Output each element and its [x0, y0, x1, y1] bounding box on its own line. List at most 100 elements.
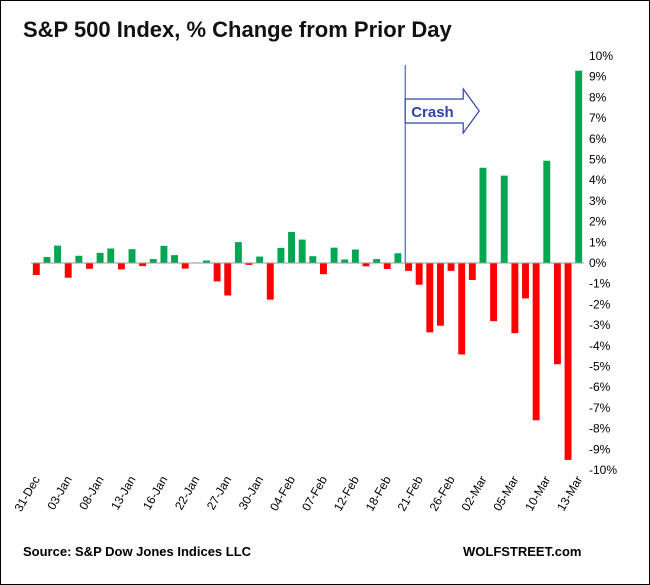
bar-27 [320, 263, 327, 275]
y-tick-label: -5% [589, 360, 611, 374]
crash-arrow [404, 87, 480, 135]
y-axis: 10% 9% 8% 7% 6% 5% 4% 3% 2% 1% 0% -1% -2% -3% -4% -5% -6… [589, 49, 617, 477]
y-tick-label: 10% [589, 49, 613, 63]
bar-17 [213, 263, 221, 282]
y-tick-label: -1% [589, 277, 611, 291]
bar-35 [405, 263, 412, 271]
y-tick-label: 2% [589, 215, 607, 229]
chart-title: S&P 500 Index, % Change from Prior Day [23, 17, 452, 42]
bar-11 [149, 259, 157, 263]
x-tick-label: 18-Feb [363, 473, 394, 513]
bar-32 [373, 259, 381, 263]
bar-1 [43, 257, 51, 263]
bar-33 [383, 263, 391, 269]
x-tick-label: 10-Mar [522, 474, 553, 514]
source-note: Source: S&P Dow Jones Indices LLC [23, 544, 252, 559]
bar-14 [181, 263, 189, 269]
bar-8 [117, 263, 125, 270]
bar-42 [479, 167, 487, 263]
bar-41 [468, 263, 476, 280]
x-tick-label: 03-Jan [44, 474, 74, 513]
bar-0 [32, 263, 40, 276]
bar-23 [277, 247, 285, 263]
y-tick-label: 5% [589, 153, 607, 167]
x-tick-label: 12-Feb [331, 473, 362, 513]
y-tick-label: 9% [589, 70, 607, 84]
bar-5 [86, 263, 93, 269]
bar-38 [436, 263, 444, 326]
bar-24 [288, 231, 295, 263]
y-tick-label: 0% [589, 256, 607, 270]
y-tick-label: -2% [589, 297, 611, 311]
bar-13 [171, 255, 179, 263]
x-tick-label: 22-Jan [172, 474, 202, 513]
x-tick-label: 21-Feb [395, 473, 426, 513]
bars-group [32, 70, 583, 460]
y-tick-label: -10% [589, 463, 617, 477]
x-axis: 31-Dec 03-Jan 08-Jan 13-Jan 16-Jan 22-Jan 27-J… [11, 473, 585, 514]
bar-9 [128, 249, 136, 263]
bar-29 [341, 259, 349, 263]
x-tick-label: 27-Jan [204, 474, 234, 513]
y-tick-label: 8% [589, 90, 607, 104]
x-tick-label: 07-Feb [299, 473, 330, 513]
bar-21 [256, 256, 264, 263]
y-tick-label: 1% [589, 235, 607, 249]
x-tick-label: 05-Mar [490, 474, 521, 514]
y-tick-label: -4% [589, 339, 611, 353]
x-tick-label: 04-Feb [267, 473, 298, 513]
y-tick-label: 3% [589, 194, 607, 208]
bar-46 [522, 263, 529, 299]
bar-30 [351, 249, 359, 263]
bar-3 [64, 263, 72, 278]
bar-7 [107, 248, 115, 263]
bar-47 [532, 263, 540, 421]
x-tick-label: 31-Dec [11, 474, 42, 515]
y-tick-label: -3% [589, 318, 611, 332]
bar-49 [553, 263, 561, 365]
crash-annotation: Crash [404, 65, 480, 263]
bar-28 [330, 247, 338, 263]
bar-25 [298, 239, 306, 263]
bar-34 [394, 253, 402, 263]
bar-26 [309, 256, 317, 263]
x-tick-label: 26-Feb [427, 473, 458, 513]
y-tick-label: -9% [589, 442, 611, 456]
bar-40 [458, 263, 466, 355]
bar-44 [500, 175, 508, 263]
brand-mark: WOLFSTREET.com [463, 544, 582, 559]
x-tick-label: 13-Mar [554, 474, 585, 514]
bar-22 [266, 263, 274, 300]
crash-label: Crash [411, 104, 454, 121]
x-tick-label: 02-Mar [458, 474, 489, 514]
y-tick-label: 4% [589, 173, 607, 187]
bar-2 [54, 245, 62, 263]
y-tick-label: -6% [589, 380, 611, 394]
y-tick-label: -8% [589, 422, 611, 436]
y-tick-label: 7% [589, 111, 607, 125]
bar-36 [415, 263, 423, 285]
bar-43 [490, 263, 498, 322]
bar-20 [245, 263, 253, 265]
bar-50 [564, 263, 572, 460]
bar-19 [234, 242, 242, 263]
bar-12 [160, 245, 168, 263]
x-tick-label: 08-Jan [76, 474, 106, 513]
bar-18 [224, 263, 232, 296]
bar-45 [511, 263, 519, 334]
bar-4 [75, 255, 83, 263]
y-tick-label: -7% [589, 401, 611, 415]
bar-39 [447, 263, 455, 271]
bar-37 [426, 263, 434, 333]
bar-10 [139, 263, 147, 267]
bar-6 [96, 252, 104, 263]
y-tick-label: 6% [589, 132, 607, 146]
x-tick-label: 30-Jan [236, 474, 266, 513]
bar-31 [362, 263, 370, 267]
bar-51 [575, 70, 583, 263]
bar-16 [203, 260, 210, 263]
x-tick-label: 13-Jan [108, 474, 138, 513]
x-tick-label: 16-Jan [140, 474, 170, 513]
